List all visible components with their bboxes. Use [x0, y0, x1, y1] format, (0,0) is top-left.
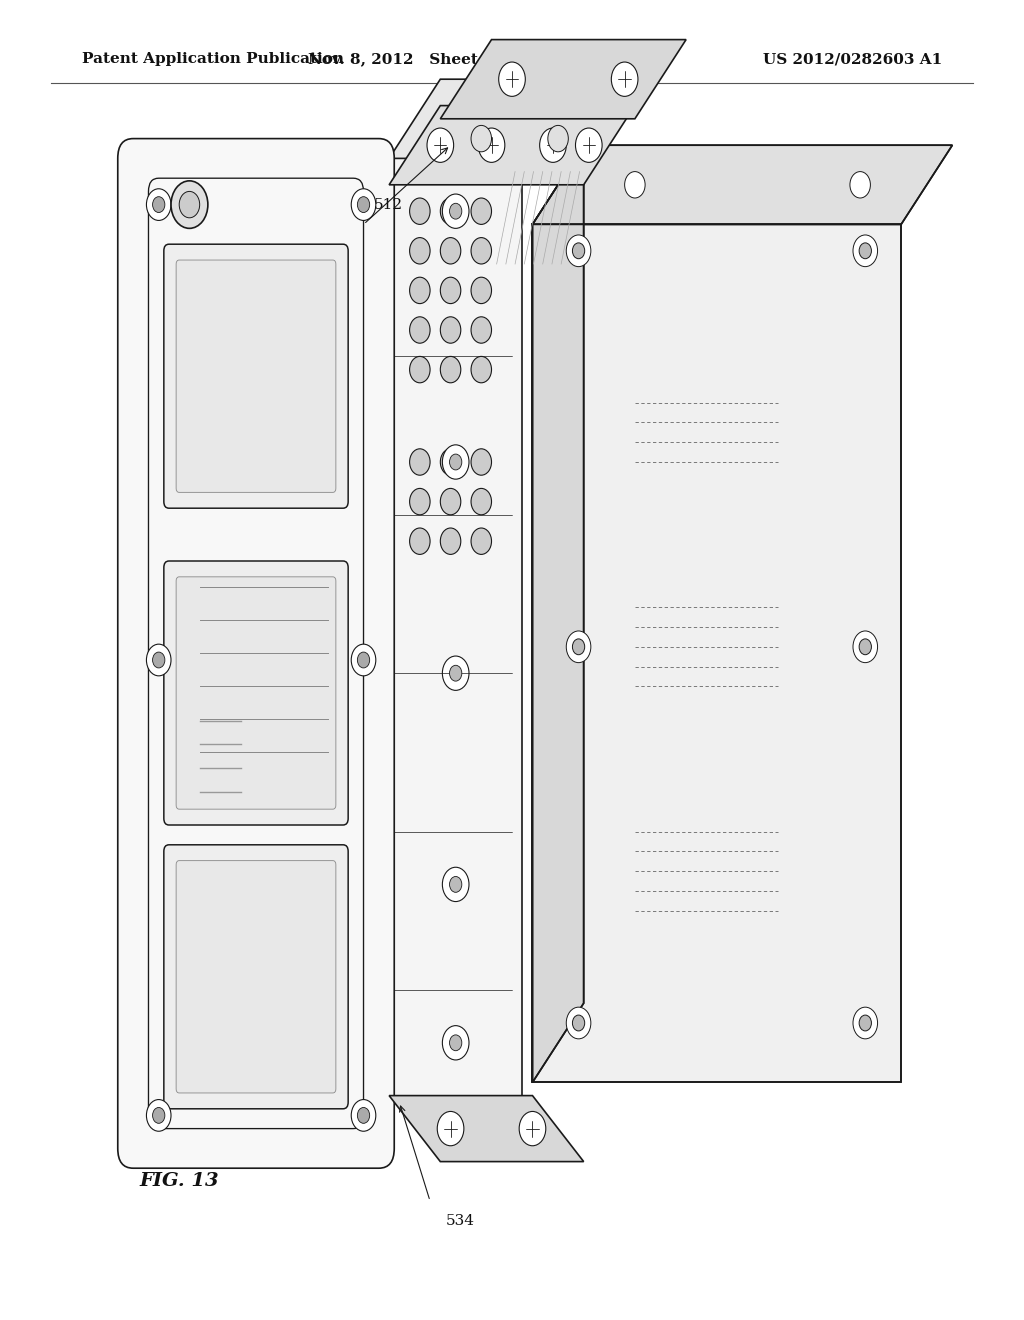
- Text: 534: 534: [445, 1214, 474, 1228]
- Circle shape: [153, 652, 165, 668]
- Circle shape: [442, 194, 469, 228]
- Circle shape: [853, 631, 878, 663]
- Circle shape: [471, 238, 492, 264]
- Circle shape: [471, 125, 492, 152]
- Circle shape: [566, 631, 591, 663]
- Circle shape: [440, 356, 461, 383]
- Circle shape: [850, 172, 870, 198]
- Circle shape: [357, 652, 370, 668]
- Circle shape: [540, 128, 566, 162]
- Circle shape: [575, 128, 602, 162]
- Circle shape: [440, 238, 461, 264]
- Polygon shape: [389, 79, 573, 158]
- Circle shape: [471, 317, 492, 343]
- FancyBboxPatch shape: [164, 845, 348, 1109]
- Circle shape: [410, 198, 430, 224]
- Circle shape: [611, 62, 638, 96]
- Polygon shape: [389, 106, 635, 185]
- Circle shape: [351, 189, 376, 220]
- Circle shape: [437, 1111, 464, 1146]
- Circle shape: [853, 1007, 878, 1039]
- Circle shape: [440, 449, 461, 475]
- Circle shape: [859, 243, 871, 259]
- Circle shape: [351, 1100, 376, 1131]
- FancyBboxPatch shape: [176, 861, 336, 1093]
- Text: 512: 512: [374, 198, 402, 211]
- Circle shape: [450, 665, 462, 681]
- Circle shape: [410, 238, 430, 264]
- Circle shape: [146, 1100, 171, 1131]
- Circle shape: [859, 1015, 871, 1031]
- Circle shape: [566, 1007, 591, 1039]
- Circle shape: [410, 449, 430, 475]
- Circle shape: [442, 867, 469, 902]
- Circle shape: [471, 356, 492, 383]
- Circle shape: [440, 488, 461, 515]
- Circle shape: [625, 172, 645, 198]
- Circle shape: [450, 203, 462, 219]
- Circle shape: [440, 317, 461, 343]
- Circle shape: [859, 639, 871, 655]
- Polygon shape: [532, 145, 584, 1082]
- Circle shape: [357, 197, 370, 213]
- Text: FIG. 13: FIG. 13: [139, 1172, 219, 1191]
- Circle shape: [440, 528, 461, 554]
- Polygon shape: [440, 40, 686, 119]
- Circle shape: [410, 356, 430, 383]
- Text: US 2012/0282603 A1: US 2012/0282603 A1: [763, 53, 942, 66]
- Circle shape: [410, 317, 430, 343]
- Circle shape: [499, 62, 525, 96]
- Circle shape: [440, 277, 461, 304]
- Circle shape: [427, 128, 454, 162]
- FancyBboxPatch shape: [176, 260, 336, 492]
- Circle shape: [478, 128, 505, 162]
- Polygon shape: [532, 224, 901, 1082]
- Circle shape: [572, 243, 585, 259]
- FancyBboxPatch shape: [118, 139, 394, 1168]
- Circle shape: [471, 198, 492, 224]
- Circle shape: [450, 1035, 462, 1051]
- Circle shape: [442, 1026, 469, 1060]
- FancyBboxPatch shape: [164, 244, 348, 508]
- Circle shape: [442, 445, 469, 479]
- Polygon shape: [532, 145, 952, 224]
- Circle shape: [153, 197, 165, 213]
- Polygon shape: [389, 1096, 584, 1162]
- Circle shape: [442, 656, 469, 690]
- Circle shape: [357, 1107, 370, 1123]
- Circle shape: [471, 277, 492, 304]
- Circle shape: [519, 1111, 546, 1146]
- Polygon shape: [389, 158, 522, 1096]
- Text: Nov. 8, 2012   Sheet 13 of 21: Nov. 8, 2012 Sheet 13 of 21: [307, 53, 553, 66]
- Circle shape: [450, 876, 462, 892]
- Circle shape: [171, 181, 208, 228]
- Circle shape: [410, 277, 430, 304]
- FancyBboxPatch shape: [176, 577, 336, 809]
- Circle shape: [572, 1015, 585, 1031]
- Circle shape: [153, 1107, 165, 1123]
- Circle shape: [471, 528, 492, 554]
- Circle shape: [566, 235, 591, 267]
- Circle shape: [351, 644, 376, 676]
- Circle shape: [146, 189, 171, 220]
- Circle shape: [471, 488, 492, 515]
- Circle shape: [440, 198, 461, 224]
- Circle shape: [179, 191, 200, 218]
- Circle shape: [410, 488, 430, 515]
- Circle shape: [853, 235, 878, 267]
- Circle shape: [410, 528, 430, 554]
- FancyBboxPatch shape: [164, 561, 348, 825]
- Text: Patent Application Publication: Patent Application Publication: [82, 53, 344, 66]
- Circle shape: [572, 639, 585, 655]
- Circle shape: [548, 125, 568, 152]
- Circle shape: [146, 644, 171, 676]
- Circle shape: [450, 454, 462, 470]
- Circle shape: [471, 449, 492, 475]
